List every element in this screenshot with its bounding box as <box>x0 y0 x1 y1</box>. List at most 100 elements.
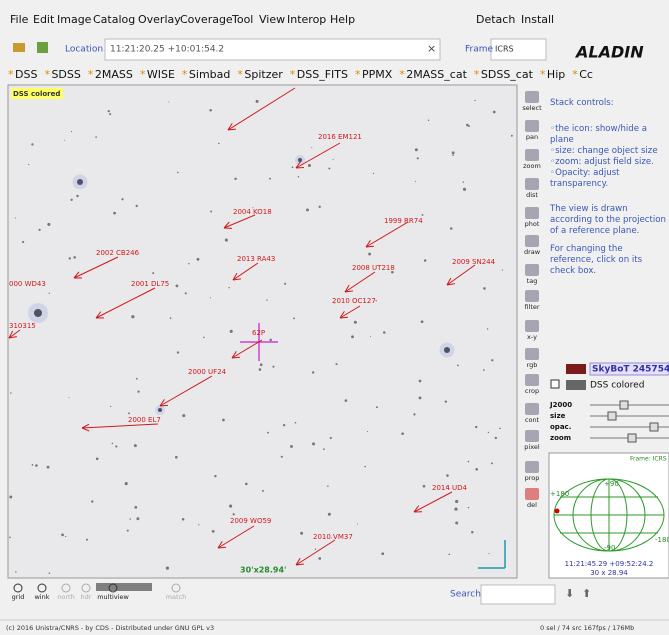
plane-checkbox[interactable] <box>550 379 560 389</box>
tool-icon[interactable] <box>525 488 539 500</box>
catalog-button[interactable]: SDSS <box>51 68 80 81</box>
object-label[interactable]: 62P <box>252 329 265 337</box>
tool-icon[interactable] <box>525 207 539 219</box>
catalog-button[interactable]: SDSS_cat <box>481 68 534 81</box>
tool-label[interactable]: prop <box>525 474 540 482</box>
object-label[interactable]: 2014 UD4 <box>432 484 468 492</box>
catalog-button[interactable]: Spitzer <box>244 68 283 81</box>
tool-label[interactable]: filter <box>524 303 539 311</box>
menu-item[interactable]: Tool <box>231 13 253 26</box>
bottom-label[interactable]: wink <box>34 593 49 601</box>
tool-label[interactable]: select <box>522 104 542 112</box>
sky-view[interactable] <box>7 84 518 579</box>
tool-label[interactable]: x-y <box>527 333 537 341</box>
bottom-label[interactable]: hdr <box>81 593 92 601</box>
bottom-icon[interactable] <box>61 583 71 593</box>
tool-icon[interactable] <box>525 149 539 161</box>
plane-name[interactable]: SkyBoT 2457543.4 <box>592 365 669 375</box>
catalog-button[interactable]: 2MASS_cat <box>406 68 467 81</box>
frame-select[interactable] <box>490 38 547 61</box>
catalog-button[interactable]: Cc <box>579 68 593 81</box>
bottom-icon[interactable] <box>171 583 181 593</box>
tool-icon[interactable] <box>525 235 539 247</box>
tool-icon[interactable] <box>525 264 539 276</box>
object-label[interactable]: 2010 VM37 <box>313 533 353 541</box>
catalog-button[interactable]: Simbad <box>189 68 230 81</box>
slider-thumb[interactable] <box>627 433 637 443</box>
tool-label[interactable]: cont <box>525 416 540 424</box>
menu-item[interactable]: Coverage <box>180 13 233 26</box>
tool-label[interactable]: crop <box>525 387 539 395</box>
tool-icon[interactable] <box>525 430 539 442</box>
object-label[interactable]: 2009 WO59 <box>230 517 271 525</box>
catalog-button[interactable]: Hip <box>547 68 565 81</box>
menu-item[interactable]: Install <box>521 13 554 26</box>
object-label[interactable]: 2000 UF24 <box>188 368 227 376</box>
object-label[interactable]: 000 WD43 <box>9 280 46 288</box>
location-input[interactable] <box>104 38 441 61</box>
plane-name[interactable]: DSS colored <box>590 381 644 391</box>
slider-thumb[interactable] <box>649 422 659 432</box>
tool-label[interactable]: rgb <box>527 361 538 369</box>
overview-size: 30 x 28.94 <box>590 569 628 577</box>
menu-item[interactable]: Overlay <box>138 13 181 26</box>
tool-label[interactable]: pixel <box>524 443 540 451</box>
bottom-label[interactable]: match <box>166 593 187 601</box>
tool-icon[interactable] <box>525 290 539 302</box>
bottom-icon[interactable] <box>13 583 23 593</box>
clear-button[interactable]: × <box>427 42 436 55</box>
arrow-button[interactable]: ⬆ <box>582 587 591 600</box>
catalog-button[interactable]: PPMX <box>362 68 393 81</box>
menu-item[interactable]: File <box>10 13 29 26</box>
menu-item[interactable]: Edit <box>33 13 55 26</box>
tool-label[interactable]: phot <box>525 220 540 228</box>
tool-icon[interactable] <box>525 403 539 415</box>
object-label[interactable]: 2001 DL75 <box>131 280 169 288</box>
menu-item[interactable]: Interop <box>287 13 326 26</box>
object-label[interactable]: 2009 SN244 <box>452 258 496 266</box>
tool-icon[interactable] <box>525 348 539 360</box>
bottom-label[interactable]: multiview <box>97 593 129 601</box>
tool-label[interactable]: zoom <box>523 162 541 170</box>
bottom-label[interactable]: grid <box>12 593 25 601</box>
bottom-label[interactable]: north <box>57 593 74 601</box>
object-label[interactable]: 2010 OC127 <box>332 297 376 305</box>
object-label[interactable]: 2000 EL7 <box>128 416 161 424</box>
slider-thumb[interactable] <box>619 400 629 410</box>
menu-item[interactable]: Detach <box>476 13 515 26</box>
arrow-button[interactable]: ⬇ <box>565 587 574 600</box>
menu-item[interactable]: Help <box>330 13 355 26</box>
tool-icon[interactable] <box>525 178 539 190</box>
object-label[interactable]: 310315 <box>9 322 36 330</box>
object-label[interactable]: 1999 RR74 <box>384 217 423 225</box>
location-value[interactable]: 11:21:20.25 +10:01:54.2 <box>110 45 224 55</box>
catalog-button[interactable]: WISE <box>147 68 175 81</box>
object-label[interactable]: 2016 EM121 <box>318 133 362 141</box>
catalog-button[interactable]: 2MASS <box>95 68 133 81</box>
tool-icon[interactable] <box>525 320 539 332</box>
tool-icon[interactable] <box>525 374 539 386</box>
bottom-icon[interactable] <box>81 583 91 593</box>
search-input[interactable] <box>480 584 556 605</box>
tool-icon[interactable] <box>525 461 539 473</box>
tool-label[interactable]: del <box>527 501 537 509</box>
bottom-icon[interactable] <box>37 583 47 593</box>
menu-item[interactable]: Catalog <box>93 13 135 26</box>
object-label[interactable]: 2013 RA43 <box>237 255 275 263</box>
slider-thumb[interactable] <box>607 411 617 421</box>
tool-label[interactable]: dist <box>526 191 538 199</box>
catalog-button[interactable]: DSS_FITS <box>297 68 348 81</box>
menu-item[interactable]: View <box>259 13 285 26</box>
multiview-icons <box>96 583 152 591</box>
object-label[interactable]: 2002 CB246 <box>96 249 140 257</box>
frame-value[interactable]: ICRS <box>495 45 514 54</box>
object-label[interactable]: 2008 UT218 <box>352 264 395 272</box>
tool-label[interactable]: draw <box>524 248 541 256</box>
tool-label[interactable]: tag <box>527 277 538 285</box>
menu-item[interactable]: Image <box>57 13 92 26</box>
tool-icon[interactable] <box>525 120 539 132</box>
tool-icon[interactable] <box>525 91 539 103</box>
tool-label[interactable]: pan <box>526 133 538 141</box>
object-label[interactable]: 2004 KO18 <box>233 208 272 216</box>
catalog-button[interactable]: DSS <box>15 68 37 81</box>
